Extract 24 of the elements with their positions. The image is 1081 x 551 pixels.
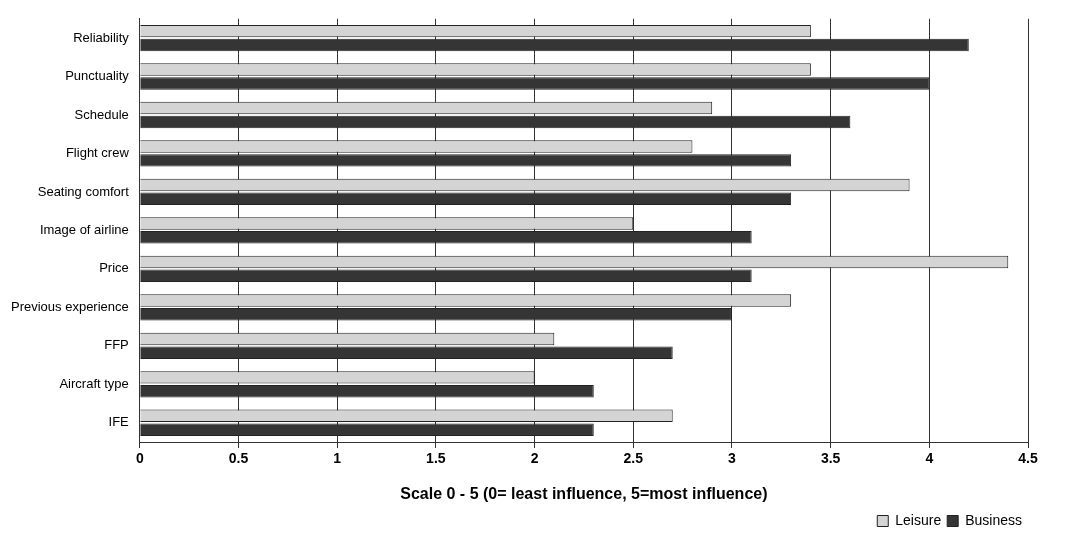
y-tick-label: Flight crew xyxy=(65,145,130,161)
y-tick-label: Aircraft type xyxy=(59,375,129,391)
x-tick-label: 4 xyxy=(925,450,934,467)
x-tick-label: 1 xyxy=(333,450,342,467)
y-tick-label: Previous experience xyxy=(10,298,129,314)
x-tick-label: 1.5 xyxy=(426,450,446,467)
y-tick-label: Schedule xyxy=(74,106,129,122)
legend-label: Business xyxy=(965,511,1023,528)
y-tick-label: Price xyxy=(99,260,129,276)
x-tick-label: 0.5 xyxy=(228,450,249,467)
x-tick-label: 0 xyxy=(135,450,144,467)
x-axis-title: Scale 0 - 5 (0= least influence, 5=most influence) xyxy=(400,484,768,502)
x-tick-label: 3.5 xyxy=(820,450,841,467)
x-tick-label: 4.5 xyxy=(1018,450,1038,467)
y-tick-label: Seating comfort xyxy=(37,183,130,199)
y-tick-label: IFE xyxy=(108,414,130,430)
y-tick-label: Image of airline xyxy=(39,221,129,237)
y-tick-label: Punctuality xyxy=(65,68,130,84)
x-tick-label: 2.5 xyxy=(623,450,644,467)
x-tick-label: 2 xyxy=(530,450,539,467)
y-tick-label: Reliability xyxy=(73,29,130,45)
x-tick-label: 3 xyxy=(728,450,737,467)
legend-label: Leisure xyxy=(895,511,942,528)
y-tick-label: FFP xyxy=(104,337,129,353)
